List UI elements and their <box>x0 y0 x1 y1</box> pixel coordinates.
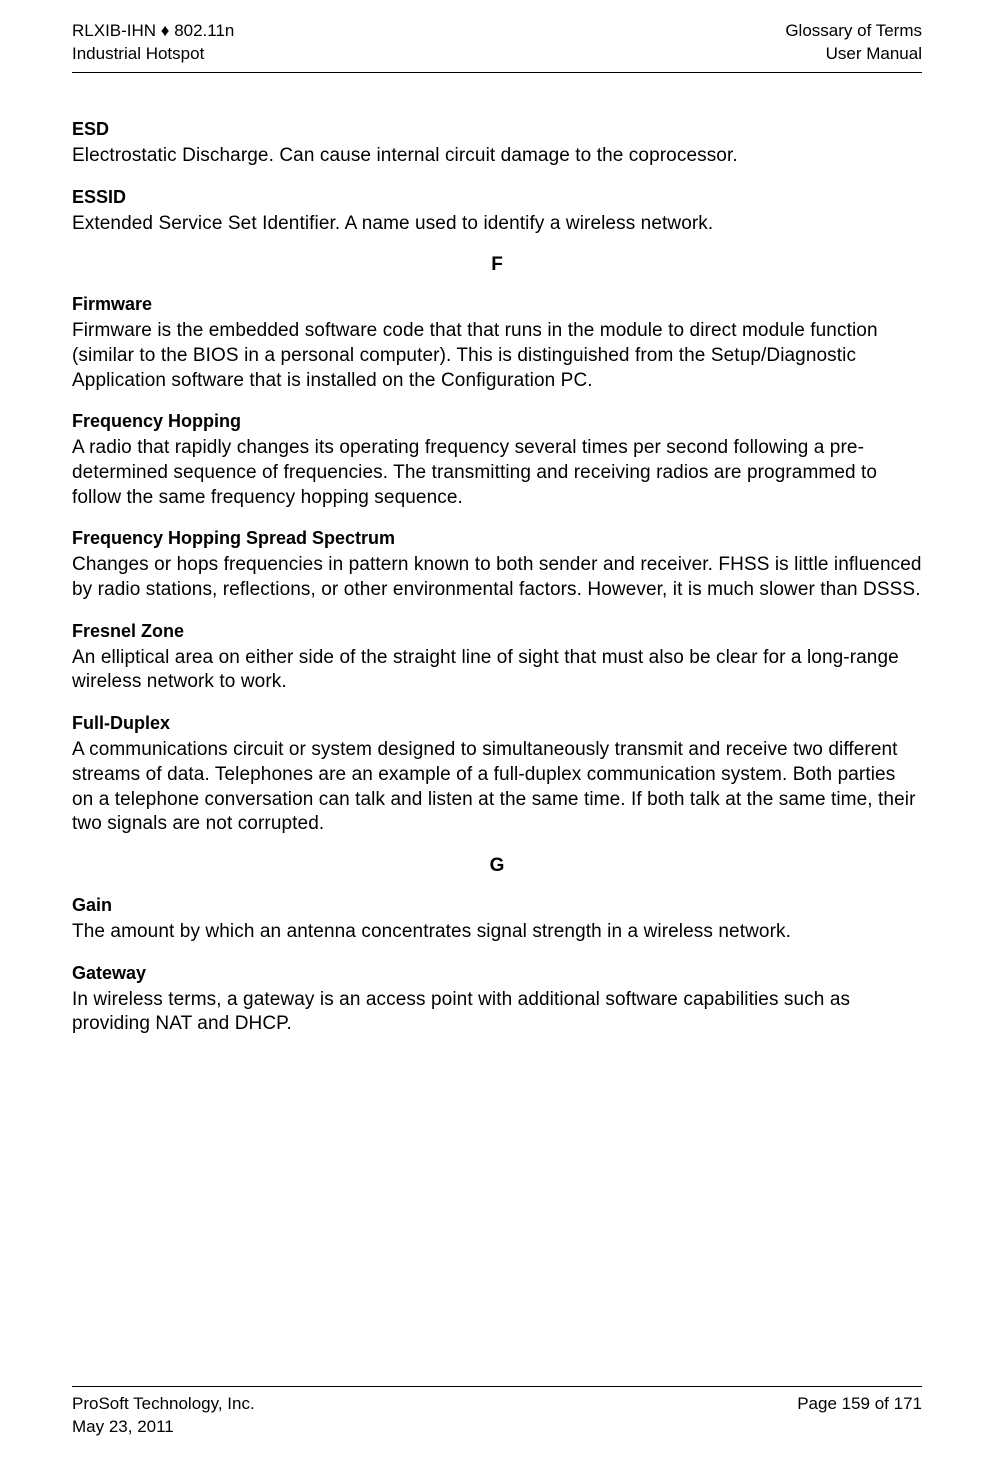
footer-left: ProSoft Technology, Inc. May 23, 2011 <box>72 1393 255 1439</box>
glossary-term: Fresnel Zone <box>72 621 922 642</box>
header-subtitle: Industrial Hotspot <box>72 43 234 66</box>
glossary-definition: Extended Service Set Identifier. A name … <box>72 212 922 237</box>
glossary-term: Gateway <box>72 963 922 984</box>
page: RLXIB-IHN ♦ 802.11n Industrial Hotspot G… <box>0 0 982 1469</box>
page-content: ESD Electrostatic Discharge. Can cause i… <box>72 73 922 1386</box>
glossary-definition: A radio that rapidly changes its operati… <box>72 436 922 510</box>
footer-date: May 23, 2011 <box>72 1416 255 1439</box>
glossary-definition: In wireless terms, a gateway is an acces… <box>72 988 922 1037</box>
glossary-term: Frequency Hopping <box>72 411 922 432</box>
glossary-definition: Electrostatic Discharge. Can cause inter… <box>72 144 922 169</box>
glossary-definition: The amount by which an antenna concentra… <box>72 920 922 945</box>
glossary-term: ESD <box>72 119 922 140</box>
section-letter-f: F <box>72 254 922 276</box>
footer-right: Page 159 of 171 <box>797 1393 922 1439</box>
glossary-term: Firmware <box>72 294 922 315</box>
footer-page-number: Page 159 of 171 <box>797 1393 922 1416</box>
glossary-definition: An elliptical area on either side of the… <box>72 646 922 695</box>
glossary-definition: Changes or hops frequencies in pattern k… <box>72 553 922 602</box>
glossary-term: Frequency Hopping Spread Spectrum <box>72 528 922 549</box>
page-footer: ProSoft Technology, Inc. May 23, 2011 Pa… <box>72 1386 922 1439</box>
glossary-term: Gain <box>72 895 922 916</box>
glossary-definition: A communications circuit or system desig… <box>72 738 922 837</box>
header-product: RLXIB-IHN ♦ 802.11n <box>72 20 234 43</box>
header-left: RLXIB-IHN ♦ 802.11n Industrial Hotspot <box>72 20 234 66</box>
page-header: RLXIB-IHN ♦ 802.11n Industrial Hotspot G… <box>72 20 922 73</box>
glossary-definition: Firmware is the embedded software code t… <box>72 319 922 393</box>
header-doc-type: User Manual <box>785 43 922 66</box>
footer-company: ProSoft Technology, Inc. <box>72 1393 255 1416</box>
glossary-term: Full-Duplex <box>72 713 922 734</box>
header-section: Glossary of Terms <box>785 20 922 43</box>
glossary-term: ESSID <box>72 187 922 208</box>
header-right: Glossary of Terms User Manual <box>785 20 922 66</box>
section-letter-g: G <box>72 855 922 877</box>
